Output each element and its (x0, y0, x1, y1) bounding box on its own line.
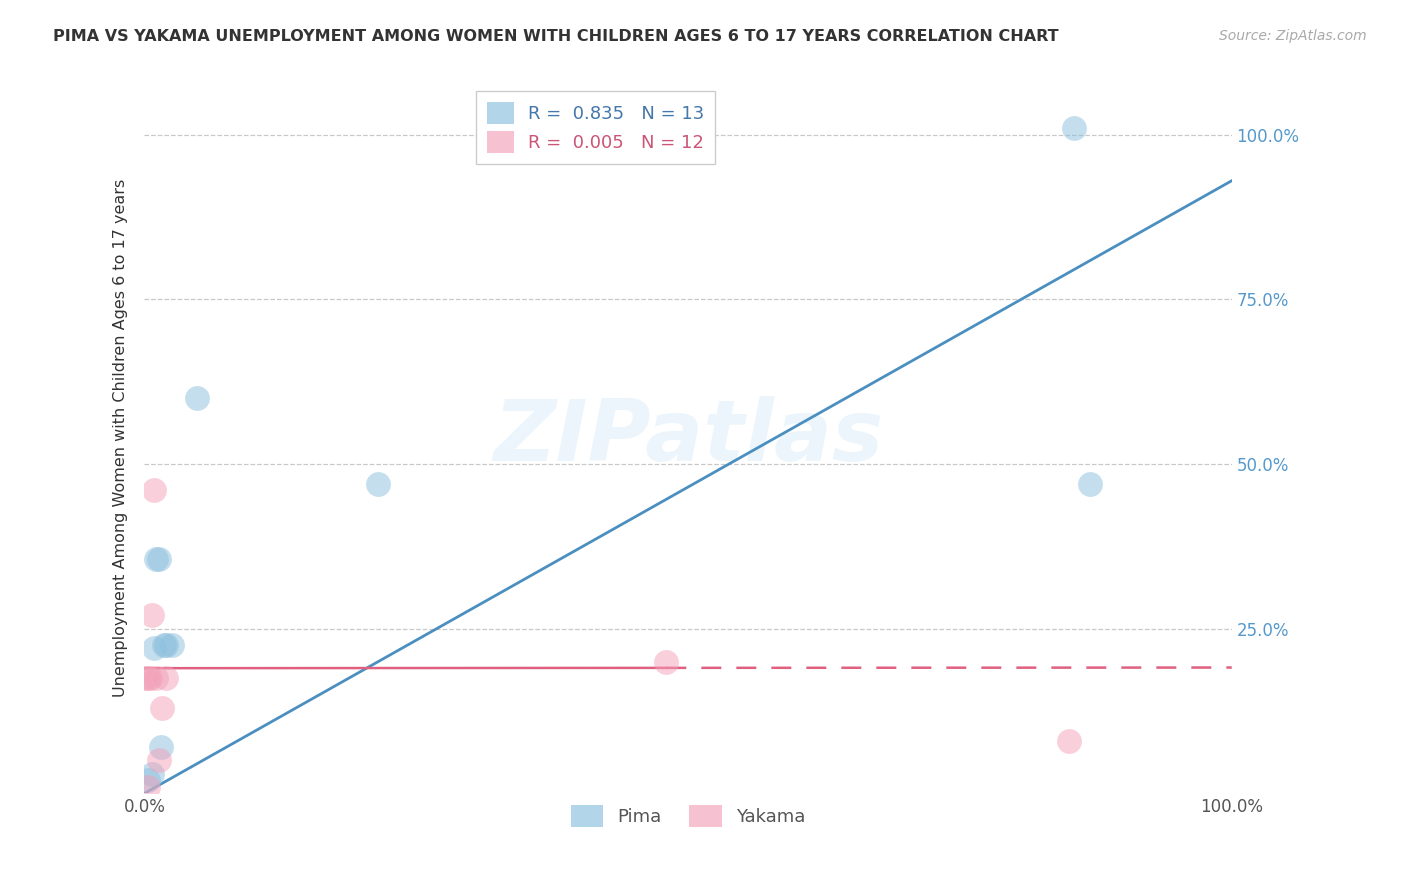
Point (160, 638, 183, 652)
Point (1063, 121, 1085, 136)
Point (367, 476, 389, 491)
Point (143, 641, 166, 656)
Point (148, 753, 170, 767)
Y-axis label: Unemployment Among Women with Children Ages 6 to 17 years: Unemployment Among Women with Children A… (114, 178, 128, 697)
Point (1057, 733, 1080, 747)
Point (186, 391, 208, 405)
Point (155, 671, 177, 685)
Legend: Pima, Yakama: Pima, Yakama (564, 797, 813, 834)
Point (155, 638, 177, 652)
Point (141, 608, 163, 623)
Point (136, 773, 159, 788)
Text: ZIPatlas: ZIPatlas (494, 396, 883, 479)
Point (150, 700, 173, 714)
Point (148, 552, 170, 566)
Text: PIMA VS YAKAMA UNEMPLOYMENT AMONG WOMEN WITH CHILDREN AGES 6 TO 17 YEARS CORRELA: PIMA VS YAKAMA UNEMPLOYMENT AMONG WOMEN … (53, 29, 1059, 45)
Point (655, 655, 678, 669)
Point (136, 780, 159, 794)
Point (1080, 476, 1102, 491)
Point (149, 740, 172, 755)
Point (145, 552, 167, 566)
Point (145, 671, 167, 685)
Point (134, 671, 156, 685)
Text: Source: ZipAtlas.com: Source: ZipAtlas.com (1219, 29, 1367, 44)
Point (143, 483, 166, 498)
Point (136, 671, 159, 685)
Point (141, 766, 163, 780)
Point (153, 638, 176, 652)
Point (139, 671, 162, 685)
